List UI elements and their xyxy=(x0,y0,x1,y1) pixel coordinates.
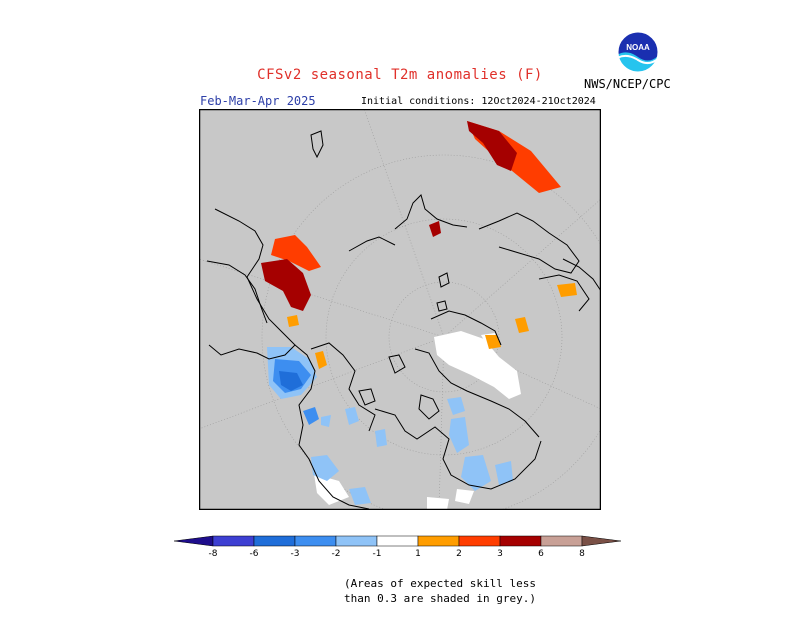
colorbar-tick-label: -8 xyxy=(209,549,218,559)
colorbar-segment xyxy=(417,535,460,547)
colorbar-segment xyxy=(294,535,337,547)
footnote-line-1: (Areas of expected skill less xyxy=(343,577,537,590)
colorbar-arrow-high xyxy=(581,535,622,547)
colorbar-segment xyxy=(335,535,378,547)
colorbar-arrow-low xyxy=(173,535,214,547)
chart-title: CFSv2 seasonal T2m anomalies (F) xyxy=(257,67,543,83)
season-label: Feb-Mar-Apr 2025 xyxy=(200,94,316,108)
colorbar-tick-label: 2 xyxy=(456,549,462,559)
agency-label: NWS/NCEP/CPC xyxy=(584,77,671,91)
skill-footnote: (Areas of expected skill less than 0.3 a… xyxy=(340,576,540,606)
colorbar-tick-label: -6 xyxy=(250,549,259,559)
colorbar-segment xyxy=(212,535,255,547)
colorbar-tick-label: -1 xyxy=(373,549,382,559)
colorbar-tick-label: -3 xyxy=(291,549,300,559)
warm-anomaly-areas xyxy=(261,121,577,369)
noaa-logo: NOAA xyxy=(617,31,659,73)
colorbar-tick-label: 3 xyxy=(497,549,503,559)
initial-conditions-label: Initial conditions: 12Oct2024-21Oct2024 xyxy=(361,96,596,107)
colorbar-segment xyxy=(376,535,419,547)
colorbar-tick-label: 1 xyxy=(415,549,421,559)
colorbar-segment xyxy=(540,535,583,547)
cold-anomaly-areas xyxy=(267,347,513,505)
polar-map xyxy=(199,109,601,510)
colorbar-tick-label: 8 xyxy=(579,549,585,559)
colorbar-segment xyxy=(458,535,501,547)
map-graticule xyxy=(199,109,601,510)
colorbar-tick-label: 6 xyxy=(538,549,544,559)
coastlines xyxy=(206,130,601,510)
noaa-logo-text: NOAA xyxy=(626,43,650,52)
footnote-line-2: than 0.3 are shaded in grey.) xyxy=(343,592,537,605)
anomaly-colorbar: -8 -6 -3 -2 -1 1 2 3 6 8 xyxy=(173,535,622,559)
colorbar-segment xyxy=(499,535,542,547)
colorbar-tick-label: -2 xyxy=(332,549,341,559)
colorbar-segment xyxy=(253,535,296,547)
